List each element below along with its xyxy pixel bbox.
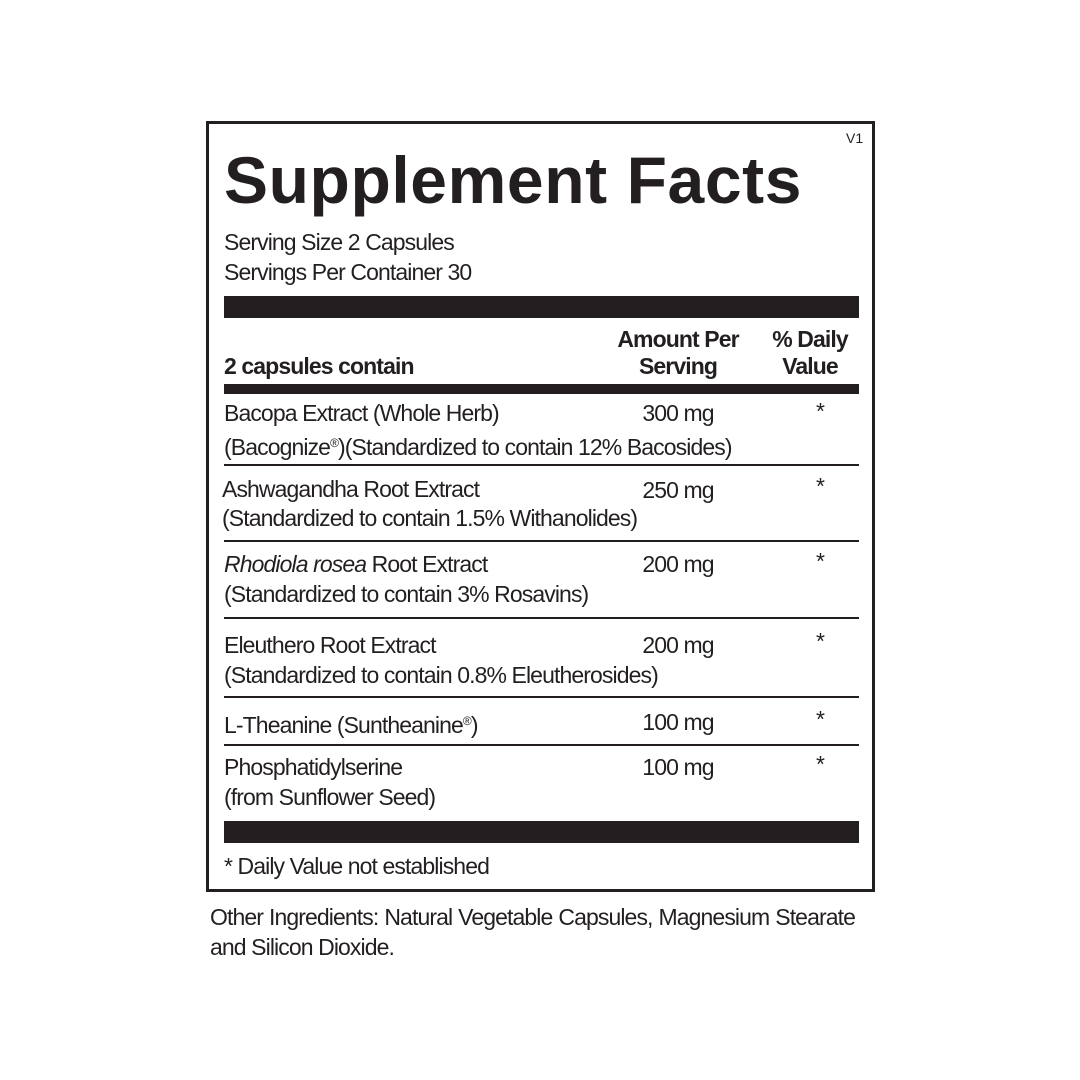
ingredient-dv: * <box>815 473 825 499</box>
ingredient-detail: (Standardized to contain 0.8% Eleutheros… <box>224 662 659 688</box>
ingredient-amount: 200 mg <box>642 632 714 658</box>
ingredient-dv: * <box>815 751 825 777</box>
ingredient-name: Phosphatidylserine <box>224 754 403 780</box>
ingredient-detail: (from Sunflower Seed) <box>224 784 436 810</box>
ingredient-name: Ashwagandha Root Extract <box>222 476 480 502</box>
row-divider <box>224 464 859 466</box>
thick-divider <box>224 296 859 318</box>
row-divider <box>224 696 859 698</box>
ingredient-amount: 300 mg <box>642 400 714 426</box>
ingredient-amount: 250 mg <box>642 477 714 503</box>
ingredient-amount: 200 mg <box>642 551 714 577</box>
ingredient-name: Bacopa Extract (Whole Herb) <box>224 400 500 426</box>
ingredient-name: L-Theanine (Suntheanine®) <box>224 712 478 738</box>
ingredient-dv: * <box>815 706 825 732</box>
ingredient-amount: 100 mg <box>642 709 714 735</box>
ingredient-detail: (Bacognize®)(Standardized to contain 12%… <box>224 434 733 460</box>
header-dv-line2: Value <box>782 353 839 379</box>
ingredient-amount: 100 mg <box>642 754 714 780</box>
header-contains: 2 capsules contain <box>224 353 415 379</box>
supplement-facts-panel <box>206 121 875 892</box>
header-dv-line1: % Daily <box>772 326 848 352</box>
ingredient-detail: (Standardized to contain 3% Rosavins) <box>224 581 589 607</box>
servings-per-container: Servings Per Container 30 <box>224 259 472 285</box>
ingredient-detail: (Standardized to contain 1.5% Withanolid… <box>222 505 638 531</box>
serving-size: Serving Size 2 Capsules <box>224 229 455 255</box>
row-divider <box>224 744 859 746</box>
panel-title: Supplement Facts <box>224 143 803 217</box>
medium-divider <box>224 384 859 394</box>
ingredient-dv: * <box>815 548 825 574</box>
footnote: * Daily Value not established <box>224 853 490 879</box>
ingredient-dv: * <box>815 398 825 424</box>
row-divider <box>224 540 859 542</box>
row-divider <box>224 617 859 619</box>
ingredient-dv: * <box>815 628 825 654</box>
version-label: V1 <box>846 130 864 146</box>
header-amount-line2: Serving <box>638 353 718 379</box>
ingredient-name: Eleuthero Root Extract <box>224 632 436 658</box>
thick-divider <box>224 821 859 843</box>
other-ingredients: Other Ingredients: Natural Vegetable Cap… <box>210 904 856 960</box>
header-amount-line1: Amount Per <box>617 326 739 352</box>
ingredient-name: Rhodiola rosea Root Extract <box>224 551 488 577</box>
